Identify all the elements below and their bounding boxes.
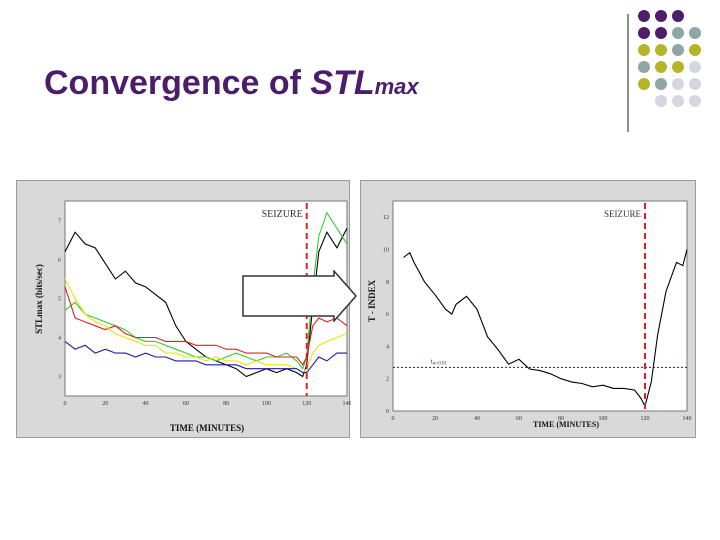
decor-dot [638, 44, 650, 56]
left-y-tick: 6 [58, 258, 61, 264]
left-y-tick: 7 [58, 219, 61, 225]
right-series-T-index [403, 249, 688, 408]
left-series-blue [64, 340, 347, 374]
right-threshold-label: tα=0.01 [431, 357, 448, 366]
left-y-tick: 5 [58, 297, 61, 303]
decor-dot [655, 95, 667, 107]
right-chart: tα=0.01 SEIZURE 0 20 40 60 80 100 120 140 0 2 4 6 8… [367, 200, 692, 429]
right-y-tick: 2 [386, 377, 389, 383]
right-x-tick: 40 [474, 416, 480, 422]
left-x-tick: 60 [183, 401, 189, 407]
decor-dot [655, 44, 667, 56]
decor-dot [689, 95, 701, 107]
right-x-tick: 80 [558, 416, 564, 422]
left-y-axis-label: STLmax (bits/sec) [34, 264, 44, 334]
right-seizure-label: SEIZURE [604, 209, 642, 219]
decor-dot [689, 44, 701, 56]
title-main: Convergence of [44, 64, 311, 102]
right-y-tick: 6 [386, 312, 389, 318]
right-x-axis-label: TIME (MINUTES) [533, 420, 599, 429]
decor-dot [689, 27, 701, 39]
title-emphasis: STL [310, 64, 375, 102]
left-x-tick: 140 [343, 401, 352, 407]
decor-dot [689, 61, 701, 73]
left-seizure-label: SEIZURE [262, 209, 303, 220]
right-chart-panel: tα=0.01 SEIZURE 0 20 40 60 80 100 120 140 0 2 4 6 8… [360, 180, 696, 438]
left-x-tick: 0 [64, 401, 67, 407]
slide-title: Convergence of STLmax [44, 66, 419, 100]
decor-dot [655, 10, 667, 22]
decor-dot [672, 61, 684, 73]
decor-dot [672, 44, 684, 56]
right-y-tick: 12 [383, 215, 389, 221]
right-x-tick: 100 [599, 416, 608, 422]
right-x-tick: 20 [432, 416, 438, 422]
right-y-tick: 0 [386, 409, 389, 415]
decor-dot [672, 78, 684, 90]
decor-dot-grid [638, 10, 718, 120]
decor-dot [638, 61, 650, 73]
right-x-tick: 0 [392, 416, 395, 422]
threshold-symbol: t [431, 357, 433, 365]
decor-dot [672, 95, 684, 107]
left-x-tick: 80 [223, 401, 229, 407]
left-x-tick: 20 [102, 401, 108, 407]
right-x-tick: 120 [641, 416, 650, 422]
left-chart: SEIZURE 0 20 40 60 80 100 120 140 3 4 5 6 7 TIME (M… [34, 200, 352, 433]
right-y-axis-label: T - INDEX [367, 279, 377, 322]
left-x-tick: 40 [143, 401, 149, 407]
left-y-tick: 3 [58, 375, 61, 381]
left-x-axis-label: TIME (MINUTES) [170, 423, 244, 433]
decor-dot [655, 78, 667, 90]
right-x-tick: 60 [516, 416, 522, 422]
right-y-tick: 4 [386, 344, 389, 350]
decor-dot [655, 61, 667, 73]
decor-dot [672, 27, 684, 39]
decor-dot [672, 10, 684, 22]
decor-divider [627, 14, 629, 132]
left-x-tick: 120 [302, 401, 311, 407]
left-x-tick: 100 [262, 401, 271, 407]
title-subscript: max [374, 74, 419, 99]
right-plot-area [392, 200, 688, 412]
decor-dot [655, 27, 667, 39]
right-arrow-icon [242, 270, 357, 322]
decor-dot [638, 27, 650, 39]
left-y-tick: 4 [58, 336, 61, 342]
threshold-subscript: α=0.01 [433, 361, 448, 366]
decor-dot [638, 78, 650, 90]
right-x-tick: 140 [683, 416, 692, 422]
decor-dot [689, 78, 701, 90]
right-y-tick: 10 [383, 247, 389, 253]
right-y-tick: 8 [386, 280, 389, 286]
decor-dot [638, 10, 650, 22]
